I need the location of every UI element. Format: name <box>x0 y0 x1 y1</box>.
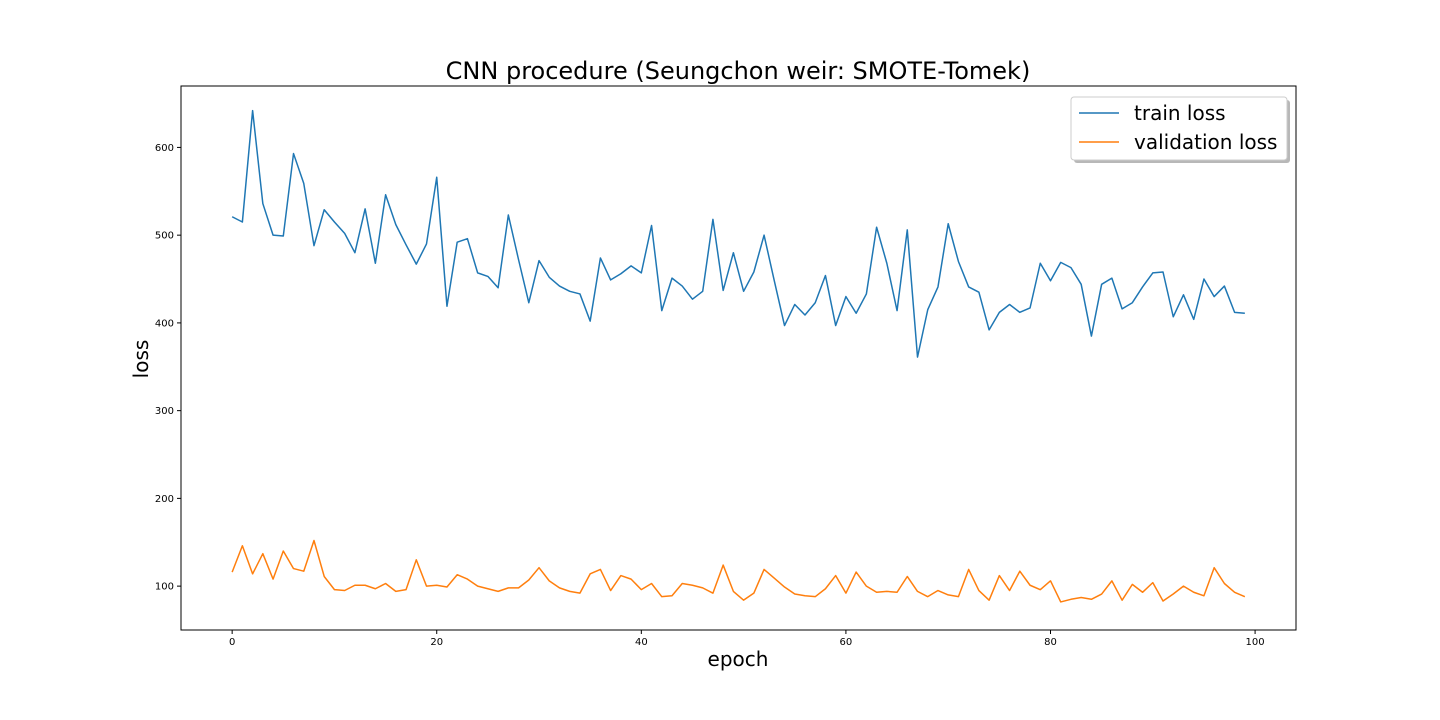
y-tick-label: 600 <box>155 143 174 154</box>
x-tick-label: 60 <box>840 637 853 648</box>
y-tick-label: 200 <box>155 494 174 505</box>
x-axis-title: epoch <box>708 647 769 671</box>
legend-box <box>1070 96 1288 161</box>
chart-title: CNN procedure (Seungchon weir: SMOTE-Tom… <box>446 57 1031 85</box>
legend-label-train-loss: train loss <box>1134 101 1226 125</box>
series-line-train-loss <box>231 109 1245 358</box>
y-tick-label: 300 <box>155 406 174 417</box>
y-tick-label: 400 <box>155 318 174 329</box>
x-tick-label: 0 <box>229 637 235 648</box>
x-axis: 0 20 40 60 80 100 <box>229 630 1265 648</box>
legend-label-validation-loss: validation loss <box>1134 130 1277 154</box>
y-axis: 100 200 300 400 500 600 <box>155 143 181 593</box>
y-tick-label: 100 <box>155 582 174 593</box>
x-tick-label: 20 <box>430 637 443 648</box>
plot-frame <box>180 85 1297 631</box>
plot-area: 0 20 40 60 80 100 100 200 300 400 500 600 <box>155 85 1297 648</box>
x-tick-label: 80 <box>1044 637 1057 648</box>
series-line-validation-loss <box>231 539 1246 603</box>
y-tick-label: 500 <box>155 231 174 242</box>
legend: train loss validation loss <box>1070 96 1290 163</box>
series-layer <box>231 109 1246 603</box>
x-tick-label: 100 <box>1246 637 1265 648</box>
y-axis-title: loss <box>129 340 153 379</box>
x-tick-label: 40 <box>635 637 648 648</box>
